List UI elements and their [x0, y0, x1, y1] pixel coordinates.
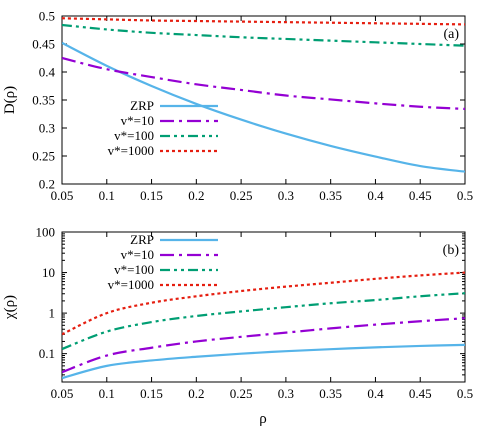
series-line-0 — [62, 343, 465, 380]
y-tick-label: 0.25 — [32, 149, 55, 164]
y-tick-label: 0.5 — [39, 9, 55, 24]
y-tick-label: 100 — [36, 225, 56, 240]
legend-label: v*=10 — [121, 247, 154, 262]
y-tick-label: 0.45 — [32, 37, 55, 52]
x-tick-label: 0.4 — [367, 188, 384, 203]
legend-label: v*=1000 — [108, 277, 154, 292]
panel-label: (b) — [443, 243, 460, 258]
plot-frame — [61, 15, 466, 185]
y-axis-title: D(ρ) — [2, 86, 18, 114]
x-tick-label: 0.25 — [230, 386, 253, 401]
y-tick-label: 1 — [49, 306, 56, 321]
legend-label: v*=10 — [121, 113, 154, 128]
x-tick-label: 0.3 — [278, 386, 294, 401]
x-tick-label: 0.15 — [140, 386, 163, 401]
y-axis-title: χ(ρ) — [2, 295, 18, 320]
legend-label: ZRP — [130, 98, 154, 113]
x-tick-label: 0.3 — [278, 188, 294, 203]
series-line-2 — [62, 292, 465, 351]
y-tick-label: 0.4 — [39, 65, 56, 80]
x-tick-label: 0.4 — [367, 386, 384, 401]
legend-label: v*=100 — [114, 128, 154, 143]
series-line-3 — [62, 271, 465, 336]
panel-b: 0.05 0.1 0.15 0.2 0.25 0.3 0.35 0.4 0.45 0.5 0.1 1 1… — [2, 225, 473, 402]
y-tick-label: 0.35 — [32, 93, 55, 108]
x-tick-label: 0.05 — [51, 188, 74, 203]
x-tick-label: 0.35 — [319, 386, 342, 401]
legend-label: v*=100 — [114, 262, 154, 277]
x-tick-label: 0.5 — [457, 188, 473, 203]
plot-frame — [61, 231, 466, 383]
x-tick-label: 0.45 — [409, 188, 432, 203]
x-tick-label: 0.25 — [230, 188, 253, 203]
x-tick-label: 0.45 — [409, 386, 432, 401]
y-tick-label: 0.3 — [39, 121, 55, 136]
series-line-2 — [62, 23, 465, 47]
panel-label: (a) — [443, 27, 459, 42]
x-tick-label: 0.05 — [51, 386, 74, 401]
series-line-1 — [62, 56, 465, 111]
x-tick-label: 0.1 — [99, 188, 115, 203]
x-tick-label: 0.2 — [188, 386, 204, 401]
series-line-3 — [62, 17, 465, 26]
x-tick-label: 0.5 — [457, 386, 473, 401]
x-axis-title: ρ — [259, 411, 267, 427]
panel-a: 0.05 0.1 0.15 0.2 0.25 0.3 0.35 0.4 0.45 0.5 0.2 0.… — [2, 9, 473, 204]
legend-label: v*=1000 — [108, 143, 154, 158]
x-tick-label: 0.35 — [319, 188, 342, 203]
y-tick-label: 0.1 — [39, 346, 55, 361]
legend-label: ZRP — [130, 232, 154, 247]
series-line-0 — [62, 41, 465, 173]
y-tick-label: 10 — [42, 265, 55, 280]
x-tick-label: 0.2 — [188, 188, 204, 203]
x-tick-label: 0.15 — [140, 188, 163, 203]
y-tick-label: 0.2 — [39, 177, 55, 192]
x-tick-label: 0.1 — [99, 386, 115, 401]
